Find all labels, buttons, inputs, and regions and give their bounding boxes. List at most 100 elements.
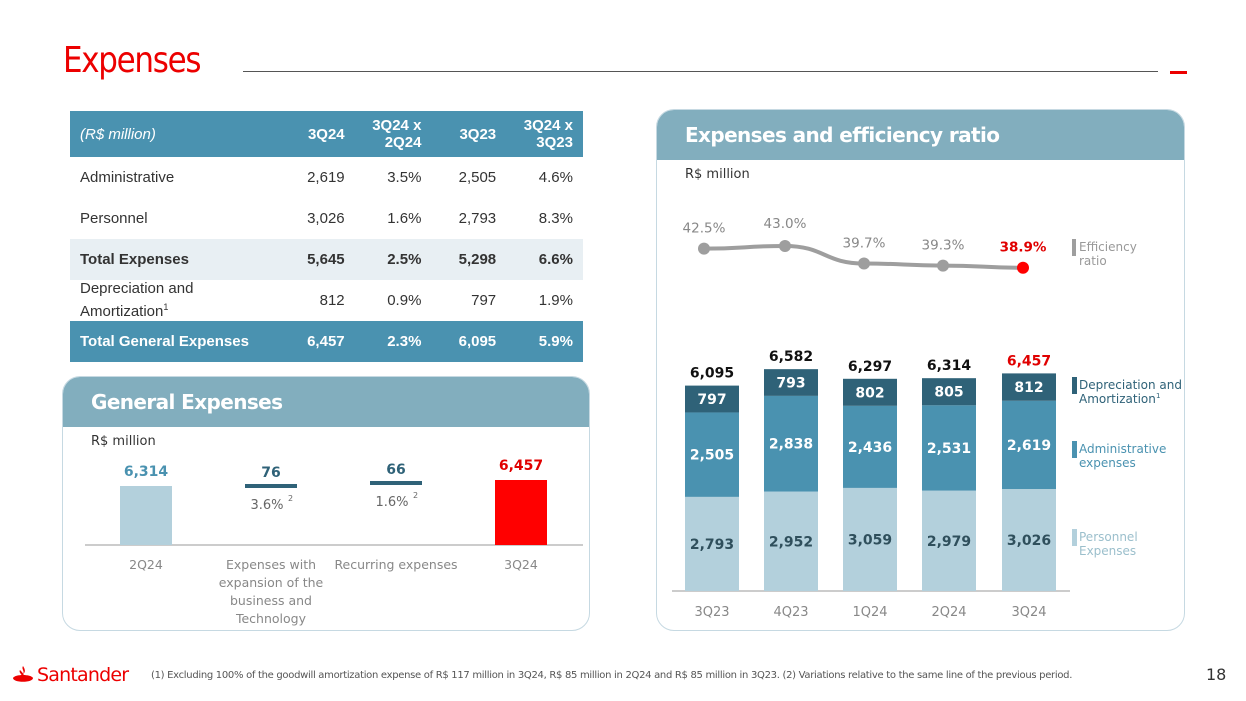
bar-segment-personnel-expenses [843,487,897,591]
segment-value-label: 793 [776,376,805,392]
category-label: Recurring expenses [334,557,457,572]
expenses-efficiency-chart: 2,793 2,505 797 6,095 3Q23 2,952 2,838 793 6,582… [672,216,1182,620]
category-label: Expenses with [226,557,316,572]
legend-label: Personnel [1079,530,1138,544]
row-label: Personnel [80,210,148,227]
segment-value-label: 3,026 [1007,533,1051,549]
santander-logo: Santander [12,664,129,686]
legend-sup: 1 [1156,392,1160,400]
efficiency-value-label: 39.7% [843,235,886,251]
expenses-table: (R$ million) 3Q24 3Q24 x 2Q24 3Q23 3Q24 x 3Q23… [70,111,583,362]
table-row: Depreciation and Amortization1 812 0.9% 797 1… [70,280,583,321]
santander-wordmark: Santander [37,664,129,686]
table-cell: 6,457 [264,321,355,362]
page-title: Expenses [63,40,201,81]
category-label: 4Q23 [773,605,808,620]
segment-value-label: 2,838 [769,437,813,453]
table-cell: 3.5% [387,169,422,186]
efficiency-unit: R$ million [685,167,750,182]
delta-value-label: 76 [261,465,280,481]
table-cell: 797 [471,292,497,309]
delta-value-label: 66 [386,462,405,478]
general-expenses-panel: General Expenses R$ million 6,314 2Q24 76 3… [62,376,590,631]
efficiency-value-label: 38.9% [1000,240,1047,256]
table-cell: 0.9% [387,292,422,309]
legend-label: Administrative [1079,442,1166,456]
total-value-label: 6,582 [769,349,813,365]
table-cell: 2.5% [354,239,432,280]
santander-flame-icon [13,666,33,682]
efficiency-point [779,240,791,252]
segment-value-label: 3,059 [848,532,892,548]
table-cell: 3,026 [307,210,345,227]
legend-label: Depreciation and [1079,378,1182,392]
segment-value-label: 2,979 [927,534,971,550]
legend-label: Amortization [1079,392,1156,406]
general-expenses-title: General Expenses [63,377,589,427]
segment-value-label: 2,531 [927,441,971,457]
efficiency-value-label: 43.0% [764,216,807,232]
row-label: Total General Expenses [70,321,265,362]
legend-label: expenses [1079,456,1136,470]
table-row: Personnel 3,026 1.6% 2,793 8.3% [70,198,583,239]
table-cell: 2,505 [458,169,497,186]
delta-bar [245,484,297,488]
efficiency-point [1017,261,1029,274]
legend-swatch [1072,239,1076,256]
category-label: 1Q24 [852,605,887,620]
category-label: 3Q24 [1011,605,1046,620]
total-value-label: 6,457 [1007,353,1051,369]
segment-value-label: 2,619 [1007,438,1051,454]
category-label: 2Q24 [129,557,163,572]
row-label: Depreciation and Amortization1 [80,280,194,320]
legend-swatch [1072,441,1077,458]
table-cell: 2,793 [458,210,497,227]
bar-segment-depreciation-and-amortization [685,385,739,413]
category-label: Technology [235,611,307,626]
bar-segment-depreciation-and-amortization [843,378,897,406]
table-row: Total Expenses 5,645 2.5% 5,298 6.6% [70,239,583,280]
category-label: expansion of the [219,575,324,590]
efficiency-value-label: 39.3% [922,238,965,254]
table-cell: 6.6% [506,239,583,280]
row-label: Total Expenses [70,239,265,280]
bar-segment-depreciation-and-amortization [1002,373,1056,401]
segment-value-label: 2,436 [848,440,892,456]
footnote-marker: 2 [288,494,293,503]
table-cell: 5,645 [264,239,355,280]
table-cell: 1.9% [538,292,573,309]
total-value-label: 6,297 [848,359,892,375]
bar-segment-depreciation-and-amortization [922,378,976,406]
table-row: Administrative 2,619 3.5% 2,505 4.6% [70,157,583,198]
table-cell: 4.6% [538,169,573,186]
segment-value-label: 812 [1014,380,1043,396]
bar-segment-administrative-expenses [764,395,818,492]
table-cell: 6,095 [431,321,507,362]
table-cell: 5,298 [431,239,507,280]
bar-segment-administrative-expenses [843,405,897,488]
segment-value-label: 2,952 [769,534,813,550]
legend-label: ratio [1079,254,1107,268]
bar-segment-personnel-expenses [922,490,976,591]
footnote-marker: 2 [413,491,418,500]
segment-value-label: 2,793 [690,537,734,553]
segment-value-label: 805 [934,385,963,401]
table-column-header: (R$ million) [70,111,265,157]
table-column-header: 3Q23 [431,111,507,157]
category-label: 3Q24 [504,557,538,572]
general-expenses-chart: 6,314 2Q24 76 3.6% 2 Expenses with expansion o… [85,458,583,626]
table-cell: 812 [319,292,345,309]
legend-label: Expenses [1079,544,1136,558]
legend-label: Efficiency [1079,240,1137,254]
bar-segment-administrative-expenses [922,405,976,491]
category-label: business and [230,593,312,608]
table-cell: 1.6% [387,210,422,227]
footnote: (1) Excluding 100% of the goodwill amort… [151,670,1073,681]
category-label: 3Q23 [694,605,729,620]
bar-segment-depreciation-and-amortization [764,369,818,396]
efficiency-panel: Expenses and efficiency ratio R$ million… [656,109,1185,631]
legend-swatch [1072,529,1077,546]
delta-percent-label: 1.6% [375,495,408,510]
table-cell: 8.3% [538,210,573,227]
table-header-row: (R$ million) 3Q24 3Q24 x 2Q24 3Q23 3Q24 x 3Q23 [70,111,583,157]
